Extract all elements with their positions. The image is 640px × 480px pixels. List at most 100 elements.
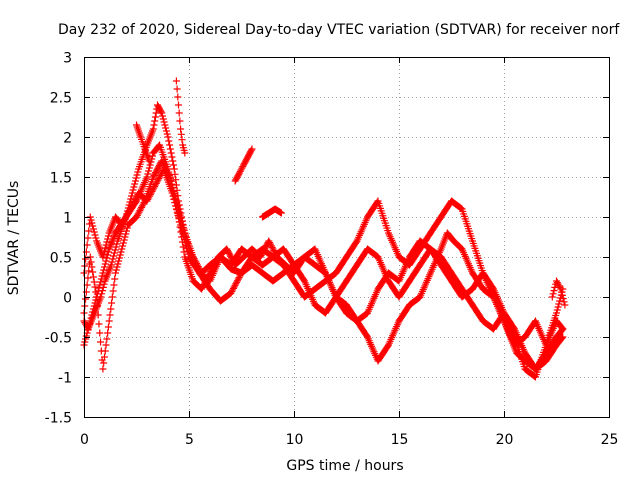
data-point: [176, 117, 184, 125]
data-point: [150, 121, 158, 129]
data-point: [178, 238, 186, 246]
data-point: [85, 227, 93, 235]
data-point: [175, 109, 183, 117]
data-point: [269, 245, 277, 253]
x-axis-ticks: 0 5 10 15 20 25: [80, 57, 618, 448]
data-point: [88, 219, 96, 227]
data-point: [560, 298, 568, 306]
data-point: [116, 251, 124, 259]
data-point: [161, 163, 169, 171]
data-point: [149, 152, 157, 160]
data-point: [177, 125, 185, 133]
data-point: [559, 333, 567, 341]
data-point: [104, 329, 112, 337]
data-point: [125, 206, 133, 214]
data-point: [140, 199, 148, 207]
data-point: [235, 169, 243, 177]
data-point: [277, 209, 285, 217]
data-point: [174, 93, 182, 101]
x-tick-label: 10: [286, 432, 304, 448]
data-point: [121, 233, 129, 241]
data-point: [134, 210, 142, 218]
data-point: [122, 230, 130, 238]
data-point: [100, 247, 108, 255]
data-point: [227, 289, 235, 297]
data-point: [89, 305, 97, 313]
data-point: [233, 278, 241, 286]
data-point: [115, 257, 123, 265]
data-point: [89, 225, 97, 233]
data-point: [145, 157, 153, 165]
y-tick-label: 1: [63, 211, 72, 227]
data-point: [100, 353, 108, 361]
data-point: [267, 242, 275, 250]
data-point: [85, 323, 93, 331]
plot-frame: [84, 57, 610, 418]
data-point: [177, 130, 185, 138]
y-tick-label: 0: [63, 291, 72, 307]
data-point: [97, 275, 105, 283]
data-point: [155, 175, 163, 183]
data-point: [92, 234, 100, 242]
data-point: [171, 195, 179, 203]
data-point: [230, 283, 238, 291]
data-points: [80, 77, 569, 381]
data-point: [84, 274, 92, 282]
data-point: [237, 166, 245, 174]
data-point: [90, 278, 98, 286]
data-point: [96, 281, 104, 289]
data-point: [126, 205, 134, 213]
data-point: [135, 208, 143, 216]
data-point: [177, 228, 185, 236]
data-point: [149, 186, 157, 194]
data-point: [137, 205, 145, 213]
y-tick-label: -0.5: [45, 331, 72, 347]
data-point: [111, 275, 119, 283]
data-point: [154, 176, 162, 184]
y-tick-label: -1.5: [45, 411, 72, 427]
data-point: [112, 243, 120, 251]
data-point: [266, 239, 274, 247]
data-point: [171, 198, 179, 206]
data-point: [128, 202, 136, 210]
data-point: [88, 263, 96, 271]
data-point: [146, 161, 154, 169]
data-point: [168, 153, 176, 161]
data-point: [167, 149, 175, 157]
data-point: [87, 216, 95, 224]
data-point: [92, 296, 100, 304]
data-point: [171, 170, 179, 178]
data-point: [103, 238, 111, 246]
data-point: [556, 283, 564, 291]
data-point: [561, 301, 569, 309]
data-point: [133, 213, 140, 221]
data-point: [119, 239, 127, 247]
data-point: [93, 293, 101, 301]
data-point: [151, 117, 159, 125]
data-point: [100, 266, 108, 274]
data-point: [558, 291, 566, 299]
data-point: [181, 149, 189, 157]
data-point: [84, 234, 92, 242]
data-point: [238, 164, 246, 172]
data-point: [235, 274, 243, 282]
data-point: [548, 293, 556, 301]
data-point: [165, 137, 173, 145]
data-point: [168, 180, 176, 188]
data-point: [172, 77, 180, 85]
data-point: [155, 142, 163, 150]
data-point: [99, 365, 107, 373]
data-point: [100, 250, 108, 258]
data-point: [91, 231, 99, 239]
data-point: [90, 228, 98, 236]
data-point: [123, 224, 131, 232]
data-point: [554, 280, 562, 288]
data-point: [132, 174, 140, 182]
data-point: [108, 299, 116, 307]
data-point: [234, 275, 242, 283]
data-point: [174, 209, 182, 217]
data-point: [559, 325, 567, 333]
x-tick-label: 15: [391, 432, 409, 448]
data-point: [149, 125, 157, 133]
data-point: [159, 160, 167, 168]
